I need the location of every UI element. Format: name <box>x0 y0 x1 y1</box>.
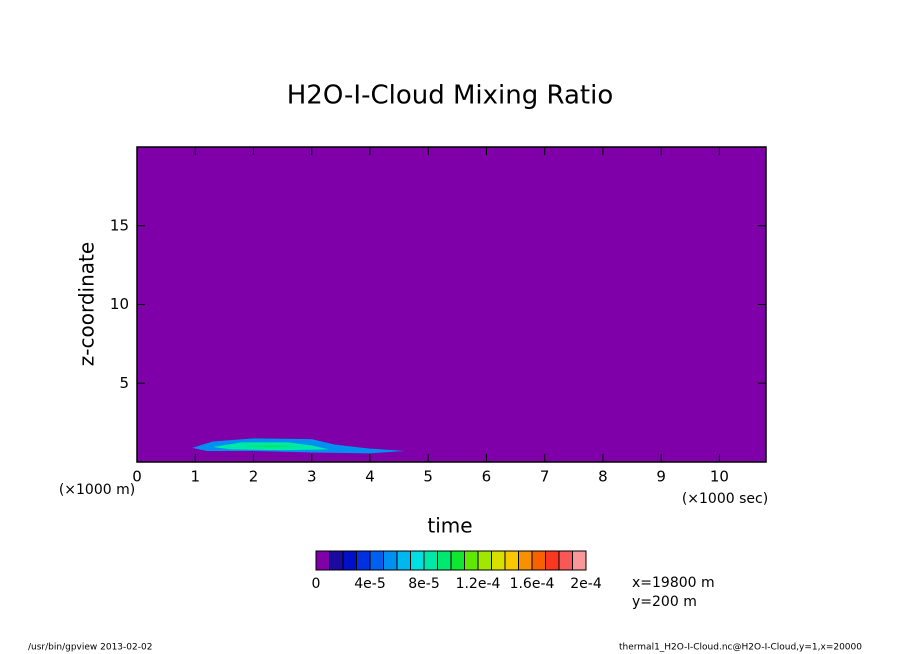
x-tick-label: 2 <box>249 468 259 486</box>
x-tick-label: 3 <box>307 468 317 486</box>
colorbar-box <box>558 550 573 571</box>
colorbar-tick-label: 1.2e-4 <box>456 576 501 592</box>
y-axis-label: z-coordinate <box>75 242 99 366</box>
footer: /usr/bin/gpview 2013-02-02 <box>28 643 152 653</box>
colorbar-tick-label: 0 <box>312 576 321 592</box>
colorbar-tick-label: 8e-5 <box>408 576 439 592</box>
y-unit: (×1000 m) <box>59 482 135 498</box>
x-tick-label: 7 <box>540 468 550 486</box>
colorbar-box <box>437 550 452 571</box>
x-axis-label: time <box>427 514 472 538</box>
colorbar-box <box>572 550 587 571</box>
colorbar-box <box>545 550 560 571</box>
colorbar-tick-label: 1.6e-4 <box>510 576 555 592</box>
colorbar-box <box>423 550 438 571</box>
plot-background <box>137 147 766 462</box>
y-tick-label: 5 <box>119 374 129 392</box>
x-tick-label: 8 <box>598 468 608 486</box>
colorbar-box <box>504 550 519 571</box>
colorbar-box <box>383 550 398 571</box>
x-tick-label: 10 <box>710 468 729 486</box>
colorbar-box <box>396 550 411 571</box>
x-tick-label: 9 <box>656 468 666 486</box>
shaded-region <box>241 444 301 448</box>
colorbar-box <box>410 550 425 571</box>
colorbar-box <box>329 550 344 571</box>
x-tick-label: 1 <box>190 468 200 486</box>
colorbar-box <box>369 550 384 571</box>
colorbar-box <box>356 550 371 571</box>
y-tick-label: 15 <box>110 216 129 234</box>
colorbar-box <box>491 550 506 571</box>
colorbar-box <box>315 550 330 571</box>
x-tick-label: 5 <box>423 468 433 486</box>
footer: thermal1_H2O-I-Cloud.nc@H2O-I-Cloud,y=1,… <box>619 643 862 653</box>
annotation: x=19800 m <box>632 575 715 591</box>
x-tick-label: 6 <box>482 468 492 486</box>
x-tick-label: 4 <box>365 468 375 486</box>
colorbar-box <box>518 550 533 571</box>
x-tick-label: 0 <box>132 468 142 486</box>
chart-title: H2O-I-Cloud Mixing Ratio <box>287 81 614 111</box>
colorbar-box <box>531 550 546 571</box>
colorbar-box <box>477 550 492 571</box>
colorbar-tick-label: 4e-5 <box>354 576 385 592</box>
y-tick-label: 10 <box>110 295 129 313</box>
colorbar-box <box>450 550 465 571</box>
colorbar-box <box>464 550 479 571</box>
colorbar-tick-label: 2e-4 <box>570 576 602 592</box>
annotation: y=200 m <box>632 594 697 610</box>
colorbar-box <box>342 550 357 571</box>
x-unit: (×1000 sec) <box>682 491 768 507</box>
